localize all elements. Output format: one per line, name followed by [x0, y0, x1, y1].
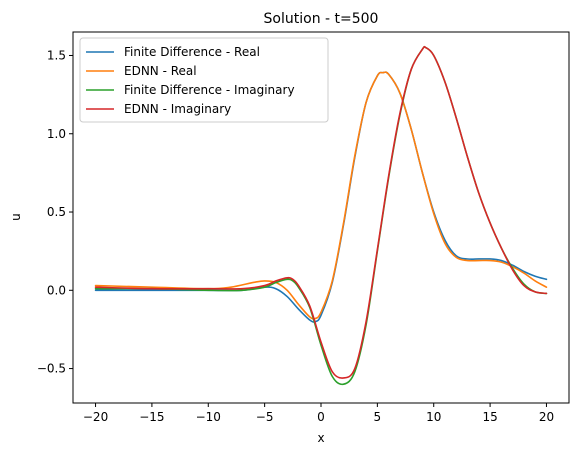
x-tick-label: 0 — [317, 410, 325, 424]
legend-box — [79, 37, 329, 123]
x-tick-label: 5 — [374, 410, 382, 424]
y-tick-label: 0.5 — [47, 205, 66, 219]
y-axis-label: u — [9, 213, 23, 221]
x-tick-label: −15 — [139, 410, 164, 424]
x-axis-ticks: −20 −15 −10 −5 0 5 10 15 20 — [83, 403, 554, 424]
x-tick-label: 20 — [539, 410, 554, 424]
y-tick-label: 0.0 — [47, 283, 66, 297]
x-tick-label: −20 — [83, 410, 108, 424]
series-line-4 — [94, 45, 548, 379]
legend-label: Finite Difference - Real — [124, 45, 260, 59]
x-tick-label: 15 — [482, 410, 497, 424]
plot-area — [94, 45, 548, 386]
x-axis-label: x — [317, 431, 324, 445]
legend-label: Finite Difference - Imaginary — [124, 83, 295, 97]
y-tick-label: −0.5 — [37, 362, 66, 376]
x-tick-label: −10 — [196, 410, 221, 424]
chart-title: Solution - t=500 — [264, 11, 379, 27]
legend: Finite Difference - Real EDNN - Real Finit… — [79, 37, 329, 123]
legend-label: EDNN - Imaginary — [124, 102, 231, 116]
series-line-2 — [94, 71, 548, 320]
x-tick-label: −5 — [256, 410, 274, 424]
y-tick-label: 1.0 — [47, 127, 66, 141]
x-tick-label: 10 — [426, 410, 441, 424]
legend-label: EDNN - Real — [124, 64, 197, 78]
y-tick-label: 1.5 — [47, 48, 66, 62]
y-axis-ticks: −0.5 0.0 0.5 1.0 1.5 — [37, 48, 73, 376]
